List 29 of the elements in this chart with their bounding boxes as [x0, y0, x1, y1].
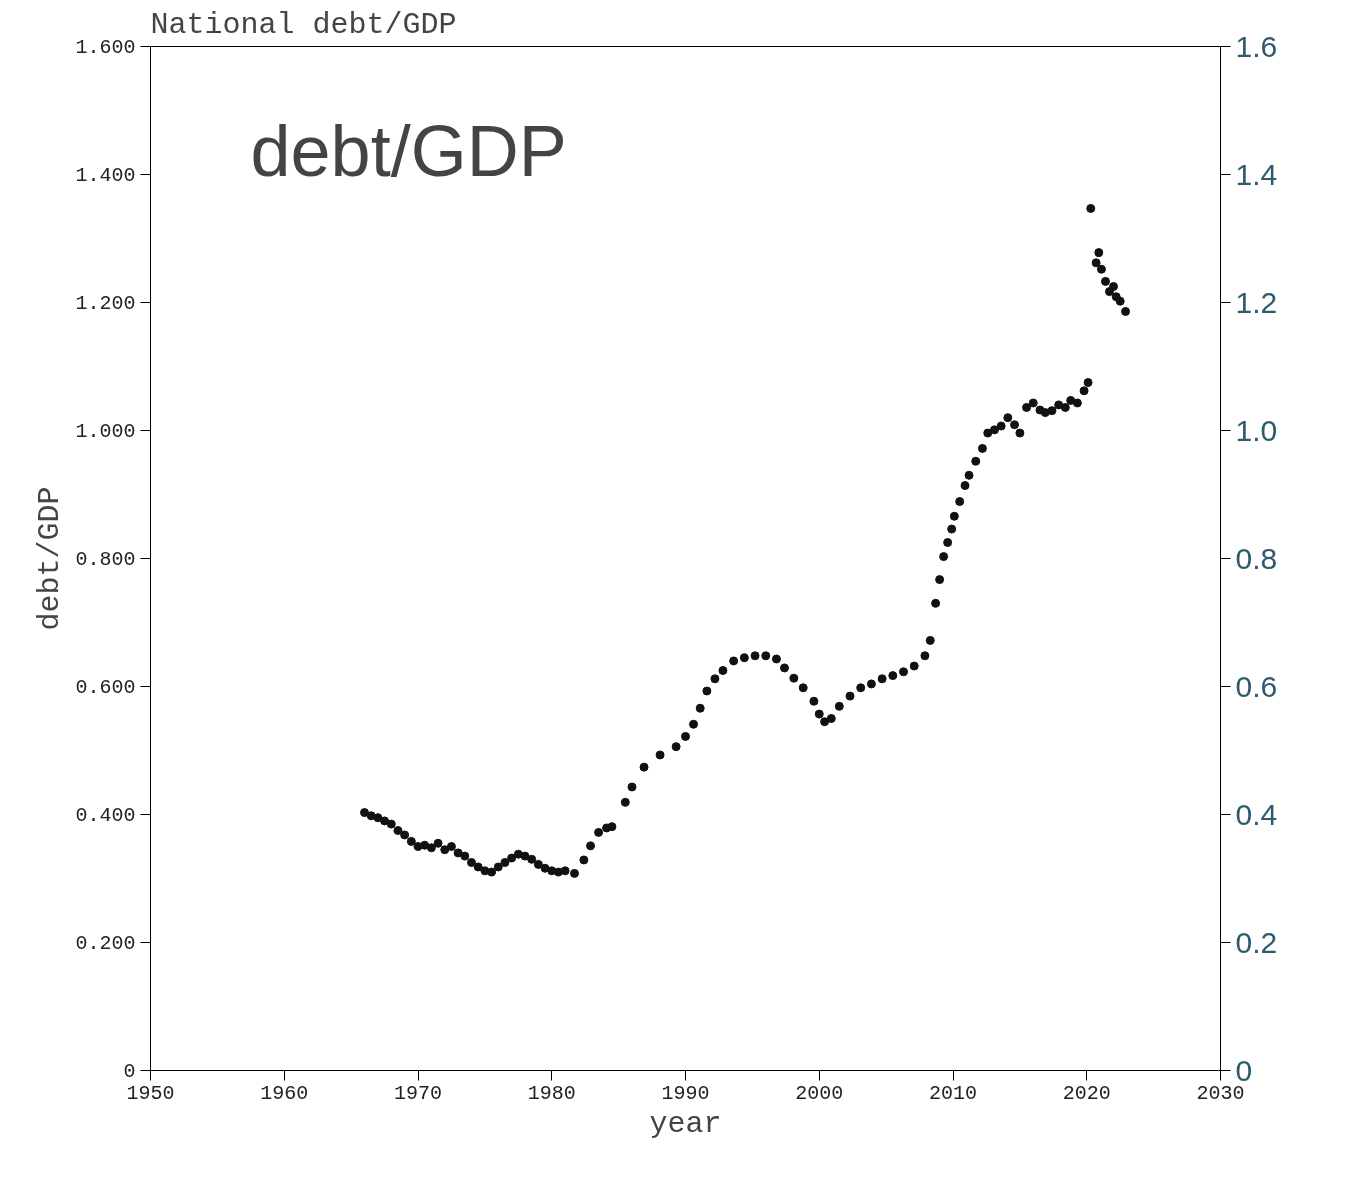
y-tick-label: 0.400 [75, 804, 136, 827]
x-tick-label: 1980 [527, 1081, 576, 1105]
y-tick-label: 1.400 [75, 164, 136, 187]
y-axis-title: debt/GDP [33, 486, 68, 631]
y-tick-label: 1.200 [75, 292, 136, 315]
y2-tick-label: 0.8 [1235, 541, 1278, 575]
y-tick-label: 0.800 [75, 548, 136, 571]
chart-title: National debt/GDP [150, 7, 457, 42]
y2-tick-label: 0.6 [1235, 669, 1278, 703]
x-tick-label: 1970 [394, 1081, 443, 1105]
y-tick-label: 1.600 [75, 36, 136, 59]
y-tick-label: 0.600 [75, 676, 136, 699]
x-tick-label: 2000 [795, 1081, 844, 1105]
y2-tick-label: 1.2 [1235, 285, 1278, 319]
x-axis-title: year [649, 1106, 722, 1141]
y2-tick-label: 0.2 [1235, 925, 1278, 959]
y-tick-label: 1.000 [75, 420, 136, 443]
x-tick-label: 1990 [661, 1081, 710, 1105]
y2-tick-label: 0.4 [1235, 797, 1278, 831]
annotation: debt/GDP [250, 110, 567, 191]
x-tick-label: 1950 [126, 1081, 175, 1105]
x-tick-label: 1960 [260, 1081, 309, 1105]
x-tick-label: 2020 [1062, 1081, 1111, 1105]
y-tick-label: 0 [123, 1060, 136, 1083]
y2-tick-label: 1.6 [1235, 29, 1278, 63]
y-tick-label: 0.200 [75, 932, 136, 955]
y2-tick-label: 1.0 [1235, 413, 1278, 447]
y2-tick-label: 1.4 [1235, 157, 1278, 191]
x-tick-label: 2010 [929, 1081, 978, 1105]
